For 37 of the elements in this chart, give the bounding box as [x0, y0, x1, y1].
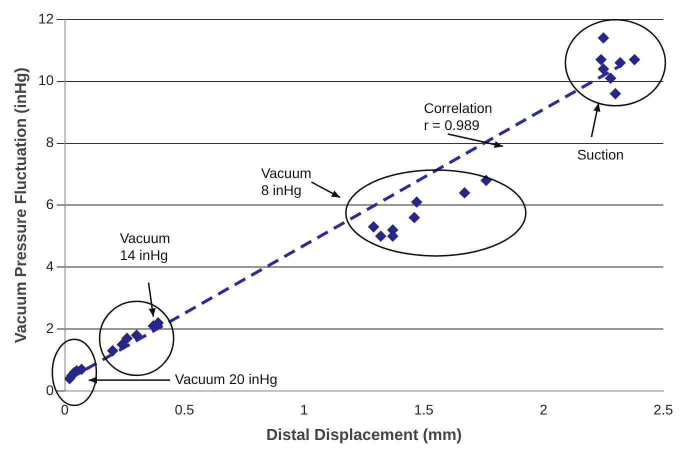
x-tick-label: 2.5	[654, 401, 674, 418]
point	[408, 212, 420, 224]
annotation: Suction	[577, 146, 624, 163]
annotation: Correlation r = 0.989	[424, 100, 492, 134]
point	[614, 57, 626, 68]
y-tick-label: 4	[46, 258, 54, 274]
y-tick-label: 8	[46, 134, 54, 150]
point	[605, 72, 616, 84]
point	[152, 317, 164, 328]
point	[459, 187, 470, 198]
x-tick-label: 1	[300, 401, 308, 418]
y-axis-title: Vacuum Pressure Fluctuation (inHg)	[13, 67, 30, 344]
annotation: Vacuum 14 inHg	[120, 230, 170, 264]
point	[598, 63, 609, 74]
y-tick-label: 0	[46, 382, 54, 398]
point	[107, 345, 118, 356]
point	[629, 54, 640, 66]
x-tick-label: 1.5	[414, 401, 434, 418]
x-tick-label: 0	[60, 401, 69, 418]
point	[131, 330, 142, 341]
point	[411, 196, 422, 208]
point	[116, 339, 128, 350]
point	[596, 54, 607, 66]
point	[375, 230, 386, 242]
x-tick-label: 0.5	[174, 401, 194, 418]
point	[610, 88, 621, 100]
annotation: Vacuum 20 inHg	[174, 371, 278, 388]
point	[598, 32, 609, 44]
y-tick-label: 2	[46, 320, 54, 336]
point	[368, 221, 380, 232]
point	[122, 332, 133, 344]
x-axis-title: Distal Displacement (mm)	[266, 426, 462, 444]
annotation: Vacuum 8 inHg	[261, 165, 312, 198]
x-tick-label: 2	[540, 401, 548, 418]
y-tick-label: 10	[38, 72, 54, 88]
y-tick-label: 12	[38, 10, 54, 26]
y-tick-label: 6	[46, 196, 54, 212]
